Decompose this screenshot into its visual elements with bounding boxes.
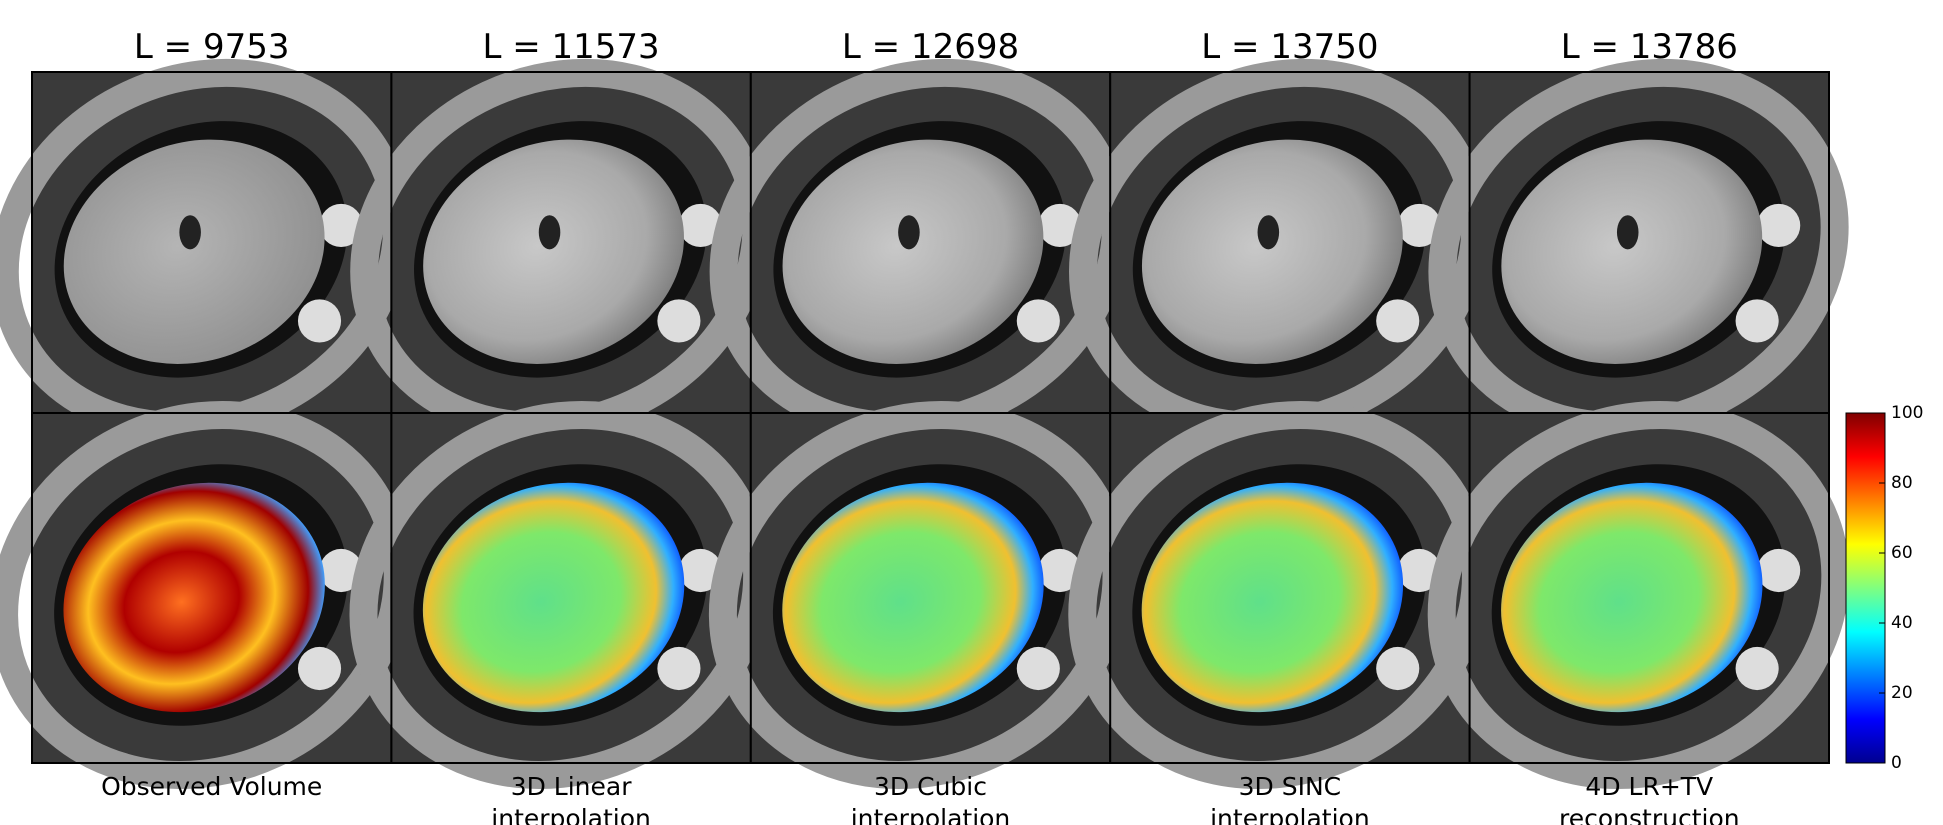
eye bbox=[1376, 647, 1419, 690]
panel-caption: 3D Linear bbox=[511, 772, 633, 801]
eye bbox=[1017, 647, 1060, 690]
ventricle bbox=[1258, 215, 1280, 249]
panel-caption: interpolation bbox=[491, 804, 651, 825]
panel-caption: interpolation bbox=[851, 804, 1011, 825]
eye bbox=[298, 299, 341, 342]
panel-caption: 3D SINC bbox=[1239, 772, 1342, 801]
eye bbox=[657, 299, 700, 342]
eye bbox=[1017, 299, 1060, 342]
ventricle bbox=[1617, 215, 1639, 249]
colorbar-tick-label: 80 bbox=[1891, 473, 1913, 493]
eye bbox=[1736, 299, 1779, 342]
colorbar-tick-label: 20 bbox=[1891, 683, 1913, 703]
eye bbox=[1376, 299, 1419, 342]
eye bbox=[657, 647, 700, 690]
ventricle bbox=[179, 215, 201, 249]
colorbar-tick-label: 0 bbox=[1891, 753, 1902, 773]
colorbar-tick-label: 40 bbox=[1891, 613, 1913, 633]
eye bbox=[1757, 549, 1800, 592]
colorbar-tick-label: 60 bbox=[1891, 543, 1913, 563]
eye bbox=[298, 647, 341, 690]
eye bbox=[1736, 647, 1779, 690]
panel-caption: 4D LR+TV bbox=[1585, 772, 1713, 801]
panel-caption: 3D Cubic bbox=[874, 772, 987, 801]
ventricle bbox=[898, 215, 920, 249]
page: {"panels": [ {"title": "L = 9753", "capt… bbox=[0, 0, 1943, 825]
mri-slice bbox=[0, 351, 457, 825]
panel-caption: interpolation bbox=[1210, 804, 1370, 825]
panel-caption: reconstruction bbox=[1559, 804, 1740, 825]
figure: L = 9753Observed VolumeL = 115733D Linea… bbox=[0, 0, 1943, 825]
panel-caption: Observed Volume bbox=[101, 772, 322, 801]
ventricle bbox=[539, 215, 561, 249]
eye bbox=[1757, 204, 1800, 247]
colorbar bbox=[1846, 413, 1885, 763]
colorbar-tick-label: 100 bbox=[1891, 403, 1923, 423]
